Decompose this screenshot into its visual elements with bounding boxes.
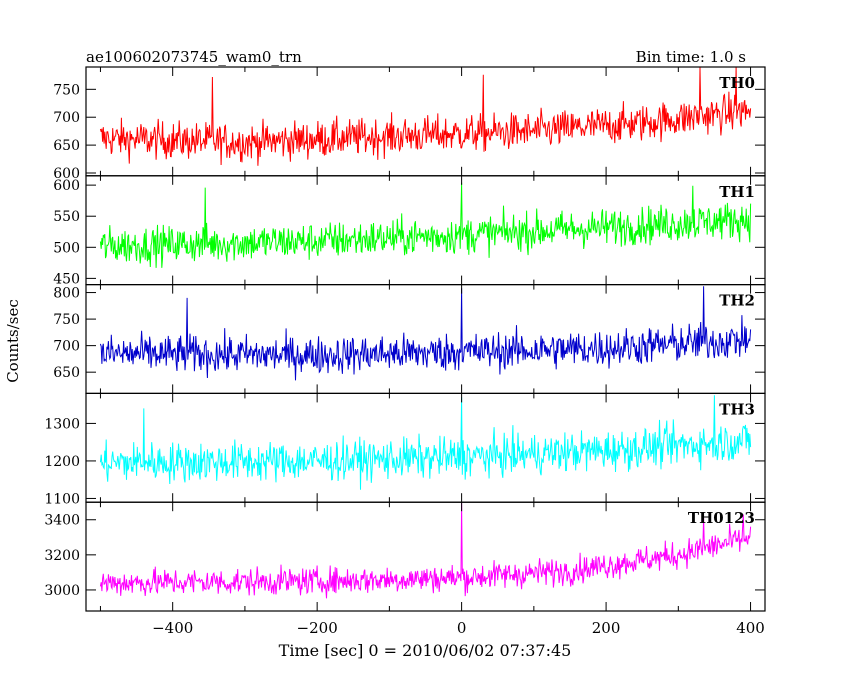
y-tick-label: 500	[53, 240, 80, 256]
panel-label: TH2	[719, 292, 755, 310]
y-tick-label: 3000	[44, 583, 80, 599]
y-tick-label: 1100	[44, 491, 80, 507]
panel-th2: 650 700 750 800 TH2	[53, 284, 766, 395]
y-tick-label: 1300	[44, 416, 80, 432]
series-line-th1	[99, 182, 752, 268]
panel-label: TH0	[719, 74, 755, 92]
x-axis-label: Time [sec] 0 = 2010/06/02 07:37:45	[279, 641, 572, 660]
y-tick-label: 650	[53, 138, 80, 154]
panel-th0: 600 650 700 750 TH0	[53, 66, 766, 182]
panel-frame	[85, 501, 766, 612]
y-axis-label: Counts/sec	[4, 299, 22, 383]
y-tick-label: 600	[53, 178, 80, 194]
panel-label: TH3	[719, 400, 755, 418]
y-tick-label: 650	[53, 365, 80, 381]
y-tick-label: 550	[53, 209, 80, 225]
y-tick-label: 800	[53, 286, 80, 302]
y-tick-label: 3200	[44, 548, 80, 564]
panel-th0123: 3000 3200 3400 TH0123	[44, 501, 766, 612]
y-tick-label: 450	[53, 271, 80, 287]
x-tick-label: 400	[736, 619, 765, 637]
bin-time-label: Bin time: 1.0 s	[636, 48, 746, 66]
chart-title: ae100602073745_wam0_trn	[86, 48, 302, 66]
x-axis: −400 −200 0 200 400	[152, 619, 765, 637]
panel-label: TH0123	[688, 509, 755, 527]
series-line-th3	[99, 395, 752, 490]
y-tick-label: 600	[53, 166, 80, 182]
y-tick-label: 3400	[44, 513, 80, 529]
panel-th1: 450 500 550 600 TH1	[53, 175, 766, 287]
panel-th3: 1100 1200 1300 TH3	[44, 392, 766, 507]
y-tick-label: 1200	[44, 454, 80, 470]
series-line-th0	[99, 67, 752, 166]
panels-group: 600 650 700 750 TH0 450 500 550 600 TH1 650 700 750 8…	[44, 66, 766, 637]
x-tick-label: −200	[297, 619, 338, 637]
series-line-th0123	[99, 503, 752, 599]
y-tick-label: 700	[53, 339, 80, 355]
y-tick-label: 750	[53, 312, 80, 328]
x-tick-label: 0	[457, 619, 467, 637]
y-tick-label: 750	[53, 82, 80, 98]
x-tick-label: −400	[152, 619, 193, 637]
series-line-th2	[99, 286, 752, 381]
x-tick-label: 200	[592, 619, 621, 637]
y-tick-label: 700	[53, 110, 80, 126]
panel-label: TH1	[719, 183, 755, 201]
